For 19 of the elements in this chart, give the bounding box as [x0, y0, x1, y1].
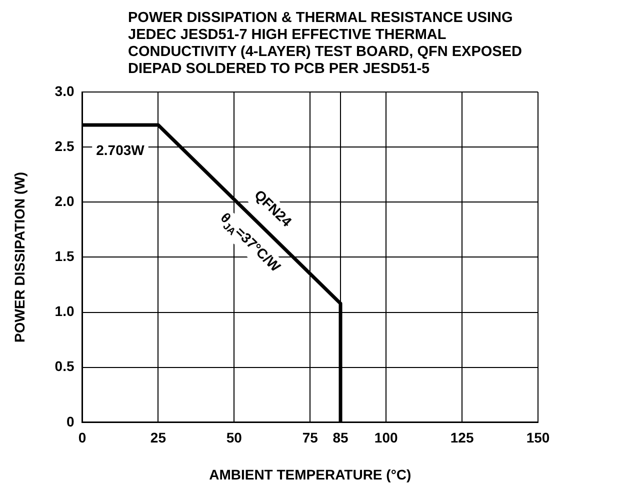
x-tick-label: 0: [78, 430, 86, 446]
y-tick-label: 0.5: [54, 358, 74, 374]
y-tick-label: 0: [66, 413, 74, 430]
x-axis-title: AMBIENT TEMPERATURE (°C): [209, 466, 412, 482]
y-tick-label: 2.0: [54, 192, 74, 209]
x-tick-label: 100: [374, 430, 398, 446]
y-tick-label: 3.0: [54, 82, 74, 99]
x-tick-label: 25: [150, 430, 166, 446]
annotation: 2.703W: [96, 142, 146, 158]
y-tick-label: 1.0: [54, 303, 74, 320]
y-axis-title: POWER DISSIPATION (W): [11, 172, 28, 342]
x-tick-label: 150: [526, 430, 550, 446]
x-tick-label: 125: [450, 430, 474, 446]
x-tick-label: 50: [226, 430, 242, 446]
chart-title: POWER DISSIPATION & THERMAL RESISTANCE USING JEDEC JESD51-7 HIGH EFFECTIVE THERMAL CONDUCTIVITY (4-LAYER) TEST BOARD, QFN EXPOSED DIEPAD SOLDERED TO PCB PER JESD51-5: [128, 10, 523, 78]
x-tick-label: 75: [302, 430, 318, 446]
y-tick-label: 1.5: [54, 248, 74, 264]
x-tick-label: 85: [332, 430, 349, 446]
y-tick-label: 2.5: [54, 138, 74, 154]
